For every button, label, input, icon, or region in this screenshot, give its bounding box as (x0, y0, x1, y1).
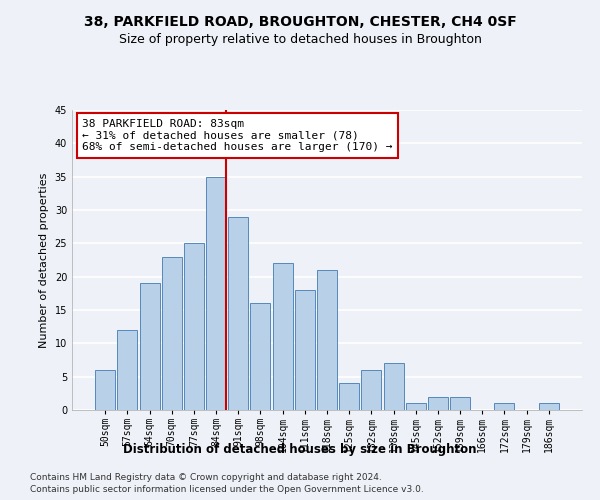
Bar (140, 284, 160, 410)
Y-axis label: Number of detached properties: Number of detached properties (39, 172, 49, 348)
Bar (539, 404, 559, 410)
Text: Contains HM Land Registry data © Crown copyright and database right 2024.: Contains HM Land Registry data © Crown c… (30, 472, 382, 482)
Bar (383, 364, 404, 410)
Bar (272, 264, 293, 410)
Bar (406, 404, 426, 410)
Text: Distribution of detached houses by size in Broughton: Distribution of detached houses by size … (123, 442, 477, 456)
Bar (494, 404, 514, 410)
Bar (450, 396, 470, 410)
Bar (339, 384, 359, 410)
Bar (361, 370, 382, 410)
Bar (228, 216, 248, 410)
Text: 38, PARKFIELD ROAD, BROUGHTON, CHESTER, CH4 0SF: 38, PARKFIELD ROAD, BROUGHTON, CHESTER, … (83, 15, 517, 29)
Text: Contains public sector information licensed under the Open Government Licence v3: Contains public sector information licen… (30, 485, 424, 494)
Text: 38 PARKFIELD ROAD: 83sqm
← 31% of detached houses are smaller (78)
68% of semi-d: 38 PARKFIELD ROAD: 83sqm ← 31% of detach… (82, 119, 392, 152)
Bar (162, 256, 182, 410)
Text: Size of property relative to detached houses in Broughton: Size of property relative to detached ho… (119, 32, 481, 46)
Bar (428, 396, 448, 410)
Bar (184, 244, 204, 410)
Bar (206, 176, 226, 410)
Bar (295, 290, 315, 410)
Bar (250, 304, 271, 410)
Bar (317, 270, 337, 410)
Bar (95, 370, 115, 410)
Bar (118, 330, 137, 410)
